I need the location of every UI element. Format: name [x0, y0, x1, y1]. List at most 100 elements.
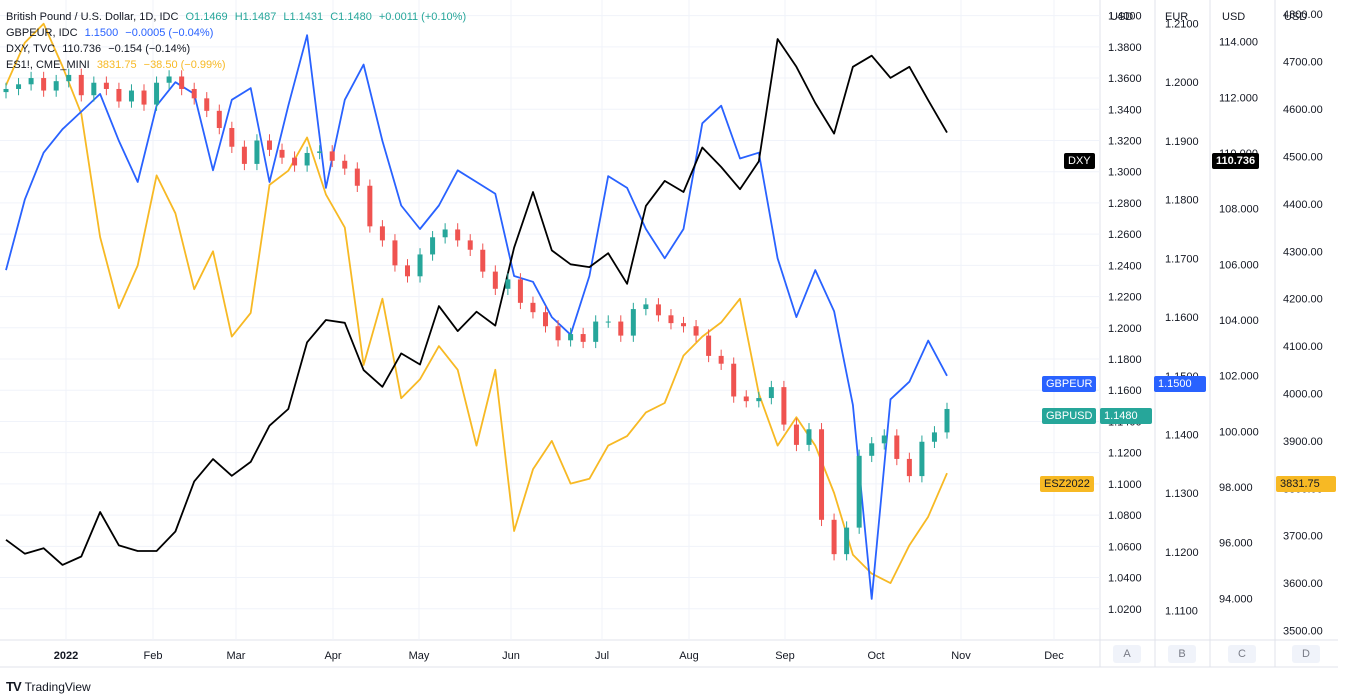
gbpusd-candle-body	[768, 387, 774, 399]
gbpusd-candle-body	[3, 88, 9, 93]
axis-a-tick-label: 1.3800	[1108, 42, 1142, 54]
gbpusd-candle-body	[668, 315, 674, 324]
time-axis-tick-label: Oct	[867, 650, 884, 662]
axis-b-tick-label: 1.1300	[1165, 488, 1199, 500]
gbpusd-candle-body	[618, 321, 624, 336]
axis-c-button[interactable]: C	[1228, 645, 1256, 663]
axis-c-tick-label: 100.000	[1219, 426, 1259, 438]
time-axis-tick-label: 2022	[54, 650, 78, 662]
gbpusd-candle-body	[681, 323, 687, 327]
axis-d-tick-label: 4400.00	[1283, 199, 1323, 211]
axis-d-tick-label: 4100.00	[1283, 341, 1323, 353]
gbpusd-candle-body	[141, 90, 147, 105]
time-axis-tick-label: Dec	[1044, 650, 1064, 662]
legend-dxy-value: 110.736	[62, 43, 102, 55]
axis-c-tick-label: 114.000	[1219, 37, 1258, 49]
gbpusd-candle-body	[91, 82, 97, 96]
time-axis-tick-label: Mar	[227, 650, 246, 662]
axis-d-tick-label: 4500.00	[1283, 151, 1323, 163]
axis-d-tick-label: 3700.00	[1283, 531, 1323, 543]
axis-b-tick-label: 1.2000	[1165, 77, 1199, 89]
legend-row-gbpeur[interactable]: GBPEUR, IDC 1.1500 −0.0005 (−0.04%)	[6, 25, 470, 41]
axis-a-tick-label: 1.1200	[1108, 448, 1142, 460]
gbpusd-candle-body	[555, 326, 561, 341]
gbpusd-candle-body	[806, 429, 812, 445]
gbpusd-candle-body	[392, 240, 398, 266]
axis-a-tick-label: 1.2800	[1108, 198, 1142, 210]
tradingview-logo[interactable]: TV TradingView	[6, 679, 91, 694]
gbpusd-candle-body	[467, 240, 473, 250]
gbpusd-candle-body	[329, 151, 335, 161]
axis-a-tick-label: 1.3200	[1108, 135, 1142, 147]
gbpusd-candle-body	[66, 74, 72, 82]
gbpusd-candle-body	[78, 74, 84, 96]
axis-a-tick-label: 1.0400	[1108, 573, 1142, 585]
time-axis-tick-label: Nov	[951, 650, 971, 662]
legend-row-es[interactable]: ES1!, CME_MINI 3831.75 −38.50 (−0.99%)	[6, 57, 470, 73]
axis-d-tick-label: 4000.00	[1283, 388, 1323, 400]
gbpusd-candle-body	[404, 265, 410, 277]
gbpusd-candle-body	[254, 140, 260, 164]
axis-a-tick-label: 1.2400	[1108, 260, 1142, 272]
gbpeur-series-line	[5, 34, 948, 600]
axis-d-tick-label: 4200.00	[1283, 294, 1323, 306]
gbpusd-candle-body	[480, 249, 486, 272]
axis-a-tick-label: 1.3400	[1108, 104, 1142, 116]
gbpusd-candle-body	[430, 237, 436, 255]
axis-a-tick-label: 1.2600	[1108, 229, 1142, 241]
axis-d-tick-label: 3500.00	[1283, 626, 1323, 638]
axis-a-tick-label: 1.1800	[1108, 354, 1142, 366]
gbpusd-candle-body	[455, 229, 461, 241]
gbpusd-candle-body	[241, 146, 247, 164]
legend-row-gbpusd[interactable]: British Pound / U.S. Dollar, 1D, IDC O1.…	[6, 9, 470, 25]
legend-gbpusd-high: H1.1487	[234, 11, 277, 23]
axis-b-tick-label: 1.1400	[1165, 429, 1199, 441]
time-axis-tick-label: Aug	[679, 650, 699, 662]
gbpusd-candle-body	[931, 432, 937, 442]
gbpusd-candle-body	[706, 335, 712, 356]
gbpusd-candle-body	[16, 84, 22, 89]
axis-a-currency: USD	[1110, 11, 1134, 23]
gbpusd-candle-body	[881, 435, 887, 444]
legend-gbpusd-low: L1.1431	[283, 11, 324, 23]
axis-c-tick-label: 108.000	[1219, 204, 1259, 216]
legend-gbpeur-value: 1.1500	[84, 27, 119, 39]
gbpusd-candle-body	[41, 78, 47, 91]
axis-b-tick-label: 1.2100	[1165, 18, 1199, 30]
legend-es-change: −38.50 (−0.99%)	[143, 59, 226, 71]
axis-b-currency: EUR	[1165, 11, 1189, 23]
tradingview-brand-text: TradingView	[24, 679, 91, 694]
axis-b-tick-label: 1.1100	[1165, 606, 1198, 618]
time-axis-tick-label: Sep	[775, 650, 795, 662]
axis-c-tick-label: 96.000	[1219, 538, 1253, 550]
axis-a-button[interactable]: A	[1113, 645, 1141, 663]
axis-a-tick-label: 1.3600	[1108, 73, 1142, 85]
legend-row-dxy[interactable]: DXY, TVC 110.736 −0.154 (−0.14%)	[6, 41, 470, 57]
gbpusd-candle-body	[894, 435, 900, 459]
dxy-series-line	[5, 38, 948, 566]
axis-d-tick-label: 4800.00	[1283, 9, 1323, 21]
gbpusd-candle-body	[204, 98, 210, 111]
gbpeur-label-badge: GBPEUR	[1042, 376, 1097, 392]
axis-d-button[interactable]: D	[1292, 645, 1320, 663]
axis-d-tick-label: 3600.00	[1283, 578, 1323, 590]
gbpusd-candle-body	[279, 149, 285, 158]
axis-b-tick-label: 1.1700	[1165, 253, 1199, 265]
gbpusd-candle-body	[216, 110, 222, 128]
gbpusd-price-badge: 1.1480	[1100, 408, 1152, 424]
axis-b-tick-label: 1.1600	[1165, 312, 1199, 324]
gbpusd-candle-body	[103, 82, 109, 89]
axis-a-tick-label: 1.1600	[1108, 385, 1142, 397]
axis-d-currency: USD	[1284, 11, 1308, 23]
gbpusd-candle-body	[179, 76, 185, 89]
axis-c-tick-label: 106.000	[1219, 259, 1259, 271]
gbpusd-candle-body	[379, 226, 385, 241]
time-axis-tick-label: Feb	[144, 650, 163, 662]
gbpusd-candle-body	[492, 271, 498, 289]
axis-b-tick-label: 1.1900	[1165, 136, 1199, 148]
gbpusd-candle-body	[128, 90, 134, 102]
gbpusd-label-badge: GBPUSD	[1042, 408, 1097, 424]
axis-b-button[interactable]: B	[1168, 645, 1196, 663]
es-label-badge: ESZ2022	[1040, 476, 1094, 492]
